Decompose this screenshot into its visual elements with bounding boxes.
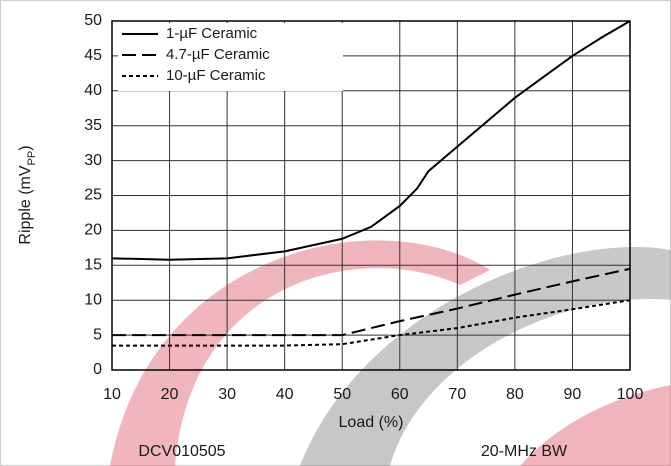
y-tick-label: 5	[93, 326, 102, 343]
y-tick-label: 25	[84, 187, 102, 204]
series-line	[112, 299, 631, 347]
x-tick-label: 40	[276, 386, 294, 403]
watermark-arc	[300, 246, 671, 466]
series-line	[112, 267, 631, 337]
legend: 1-µF Ceramic 4.7-µF Ceramic 10-µF Ceramic	[118, 23, 343, 91]
series-line	[111, 20, 631, 261]
x-tick-label: 30	[218, 386, 236, 403]
x-tick-label: 90	[564, 386, 582, 403]
y-axis-label-sub: PP	[26, 151, 38, 166]
y-tick-label: 15	[84, 257, 102, 274]
x-tick-label: 100	[617, 386, 644, 403]
y-tick-label: 0	[93, 361, 102, 378]
y-tick-label: 10	[84, 291, 102, 308]
legend-label: 4.7-µF Ceramic	[166, 46, 270, 63]
annotation: DCV010505	[138, 443, 225, 460]
watermark-arc	[110, 240, 490, 466]
watermark	[110, 240, 671, 466]
x-tick-label: 80	[506, 386, 524, 403]
x-tick-label: 10	[103, 386, 121, 403]
y-tick-label: 40	[84, 82, 102, 99]
plot-border	[111, 20, 631, 371]
legend-label: 10-µF Ceramic	[166, 67, 266, 84]
y-tick-label: 30	[84, 152, 102, 169]
watermark-arc	[520, 385, 671, 466]
x-axis-label: Load (%)	[339, 414, 404, 431]
annotation: 20-MHz BW	[481, 443, 568, 460]
y-tick-label: 20	[84, 222, 102, 239]
x-tick-label: 60	[391, 386, 409, 403]
y-axis-label-suffix: )	[17, 145, 34, 150]
x-tick-label: 20	[161, 386, 179, 403]
y-tick-label: 35	[84, 117, 102, 134]
x-tick-label: 70	[448, 386, 466, 403]
y-tick-label: 45	[84, 47, 102, 64]
y-axis-label: Ripple (mVPP)	[17, 145, 38, 244]
y-tick-label: 50	[84, 12, 102, 29]
legend-label: 1-µF Ceramic	[166, 25, 258, 42]
x-tick-label: 50	[333, 386, 351, 403]
y-axis-label-text: Ripple (mV	[17, 165, 34, 244]
plot: 0 5 10 15 20 25 30 35 40 45 50 10 20 30 40 50 60 70 80 90 10…	[84, 12, 643, 403]
